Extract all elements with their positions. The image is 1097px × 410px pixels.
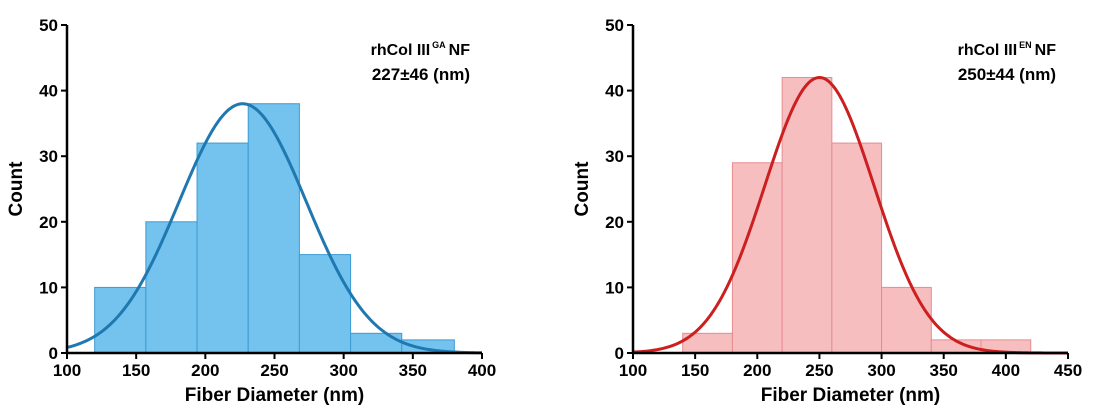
x-axis-title: Fiber Diameter (nm) xyxy=(761,385,940,406)
gaussian-fit-curve xyxy=(66,102,483,355)
y-tick-label: 30 xyxy=(605,147,624,166)
y-tick-label: 50 xyxy=(605,16,624,35)
sample-suffix: NF xyxy=(1035,42,1057,59)
stats-label: 227±46 (nm) xyxy=(372,65,470,84)
x-tick-label: 250 xyxy=(805,361,833,380)
histogram-en: 100 150 200 250 300 350 400 450 0 10 20 30 40 50 Fiber… xyxy=(572,16,1082,406)
x-tick-label: 350 xyxy=(930,361,958,380)
sample-suffix: NF xyxy=(449,42,471,59)
y-tick-label: 40 xyxy=(605,82,624,101)
histogram-bar xyxy=(350,332,403,354)
gaussian-fit-curve xyxy=(632,75,1068,355)
x-tick-label: 200 xyxy=(743,361,771,380)
histogram-bar xyxy=(196,142,249,354)
sample-name: rhCol III xyxy=(958,42,1018,59)
y-axis-title: Count xyxy=(6,161,27,217)
x-tick-label: 400 xyxy=(992,361,1020,380)
x-tick-label: 200 xyxy=(191,361,219,380)
stats-label: 250±44 (nm) xyxy=(958,65,1056,84)
y-tick-label: 20 xyxy=(39,213,58,232)
y-tick-label: 0 xyxy=(49,344,58,363)
y-tick-label: 50 xyxy=(39,16,58,35)
x-tick-label: 300 xyxy=(329,361,357,380)
x-tick-label: 100 xyxy=(619,361,647,380)
histogram-bar xyxy=(831,142,883,354)
sample-superscript: EN xyxy=(1019,40,1032,50)
sample-label: rhCol III EN NF xyxy=(958,40,1057,59)
histogram-bar xyxy=(298,254,352,354)
x-tick-label: 100 xyxy=(53,361,81,380)
x-tick-label: 250 xyxy=(260,361,288,380)
histogram-bar xyxy=(94,286,147,354)
histogram-bar xyxy=(145,221,198,354)
sample-name: rhCol III xyxy=(371,42,431,59)
y-tick-label: 0 xyxy=(615,344,624,363)
y-tick-label: 30 xyxy=(39,147,58,166)
x-axis-title: Fiber Diameter (nm) xyxy=(185,385,364,406)
histogram-ga: 100 150 200 250 300 350 400 0 10 20 30 40 50 Fiber Di… xyxy=(6,16,496,406)
x-tick-label: 450 xyxy=(1054,361,1082,380)
y-axis-title: Count xyxy=(572,161,593,217)
x-tick-label: 150 xyxy=(681,361,709,380)
y-tick-label: 10 xyxy=(605,278,624,297)
y-tick-label: 40 xyxy=(39,82,58,101)
x-tick-label: 350 xyxy=(399,361,427,380)
histogram-bar xyxy=(881,286,932,354)
y-tick-label: 10 xyxy=(39,278,58,297)
x-tick-label: 150 xyxy=(122,361,150,380)
y-tick-label: 20 xyxy=(605,213,624,232)
x-tick-label: 300 xyxy=(867,361,895,380)
sample-label: rhCol III GA NF xyxy=(371,40,471,59)
x-tick-label: 400 xyxy=(468,361,496,380)
histogram-bar xyxy=(247,103,300,354)
sample-superscript: GA xyxy=(432,40,446,50)
